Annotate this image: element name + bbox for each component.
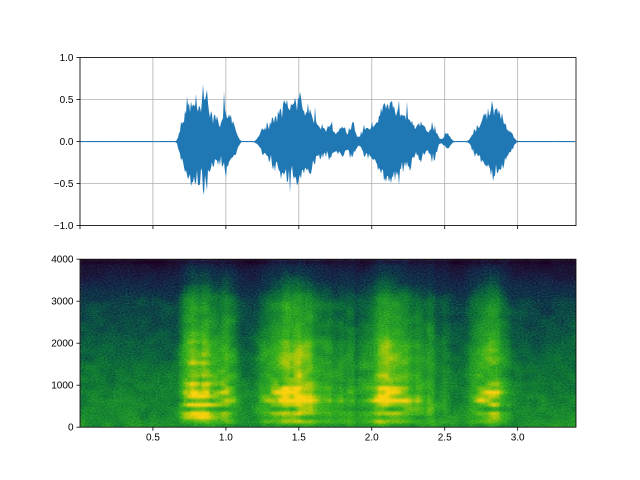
svg-text:−0.5: −0.5 [54, 179, 74, 190]
svg-text:0.5: 0.5 [60, 95, 74, 106]
svg-text:0.0: 0.0 [60, 137, 74, 148]
svg-text:1.0: 1.0 [60, 53, 74, 64]
svg-text:−1.0: −1.0 [54, 221, 74, 232]
